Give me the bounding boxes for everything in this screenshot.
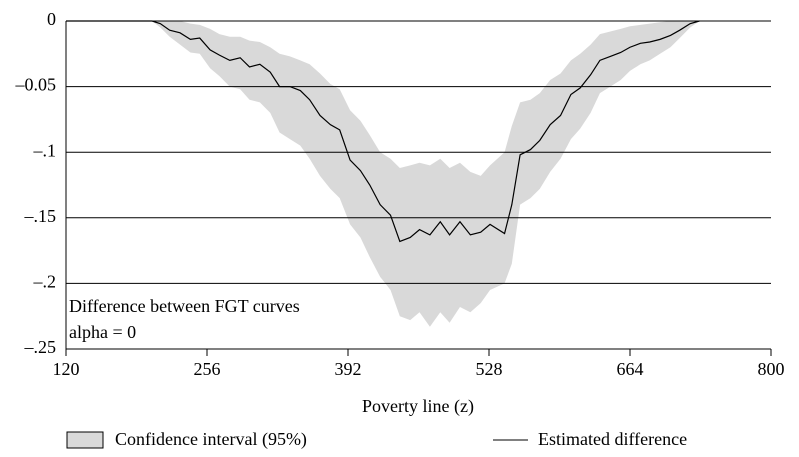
annotation: alpha = 0 (69, 322, 136, 342)
y-tick-label: –0.05 (15, 75, 57, 95)
y-tick-label: –.25 (24, 337, 57, 357)
y-tick-label: –.15 (24, 206, 57, 226)
legend-label: Estimated difference (538, 429, 687, 449)
x-tick-label: 800 (758, 359, 785, 379)
x-axis-label: Poverty line (z) (362, 396, 474, 417)
y-tick-label: 0 (47, 9, 56, 29)
x-tick-label: 256 (194, 359, 221, 379)
x-tick-label: 664 (617, 359, 644, 379)
legend-swatch (66, 431, 104, 449)
x-tick-label: 528 (476, 359, 503, 379)
x-tick-label: 392 (335, 359, 362, 379)
y-tick-label: –.2 (33, 272, 57, 292)
x-tick-label: 120 (53, 359, 80, 379)
y-tick-label: –.1 (33, 140, 57, 160)
estimate-line (66, 20, 700, 243)
confidence-band (66, 21, 700, 327)
annotation: Difference between FGT curves (69, 296, 300, 316)
legend-label: Confidence interval (95%) (115, 429, 307, 450)
